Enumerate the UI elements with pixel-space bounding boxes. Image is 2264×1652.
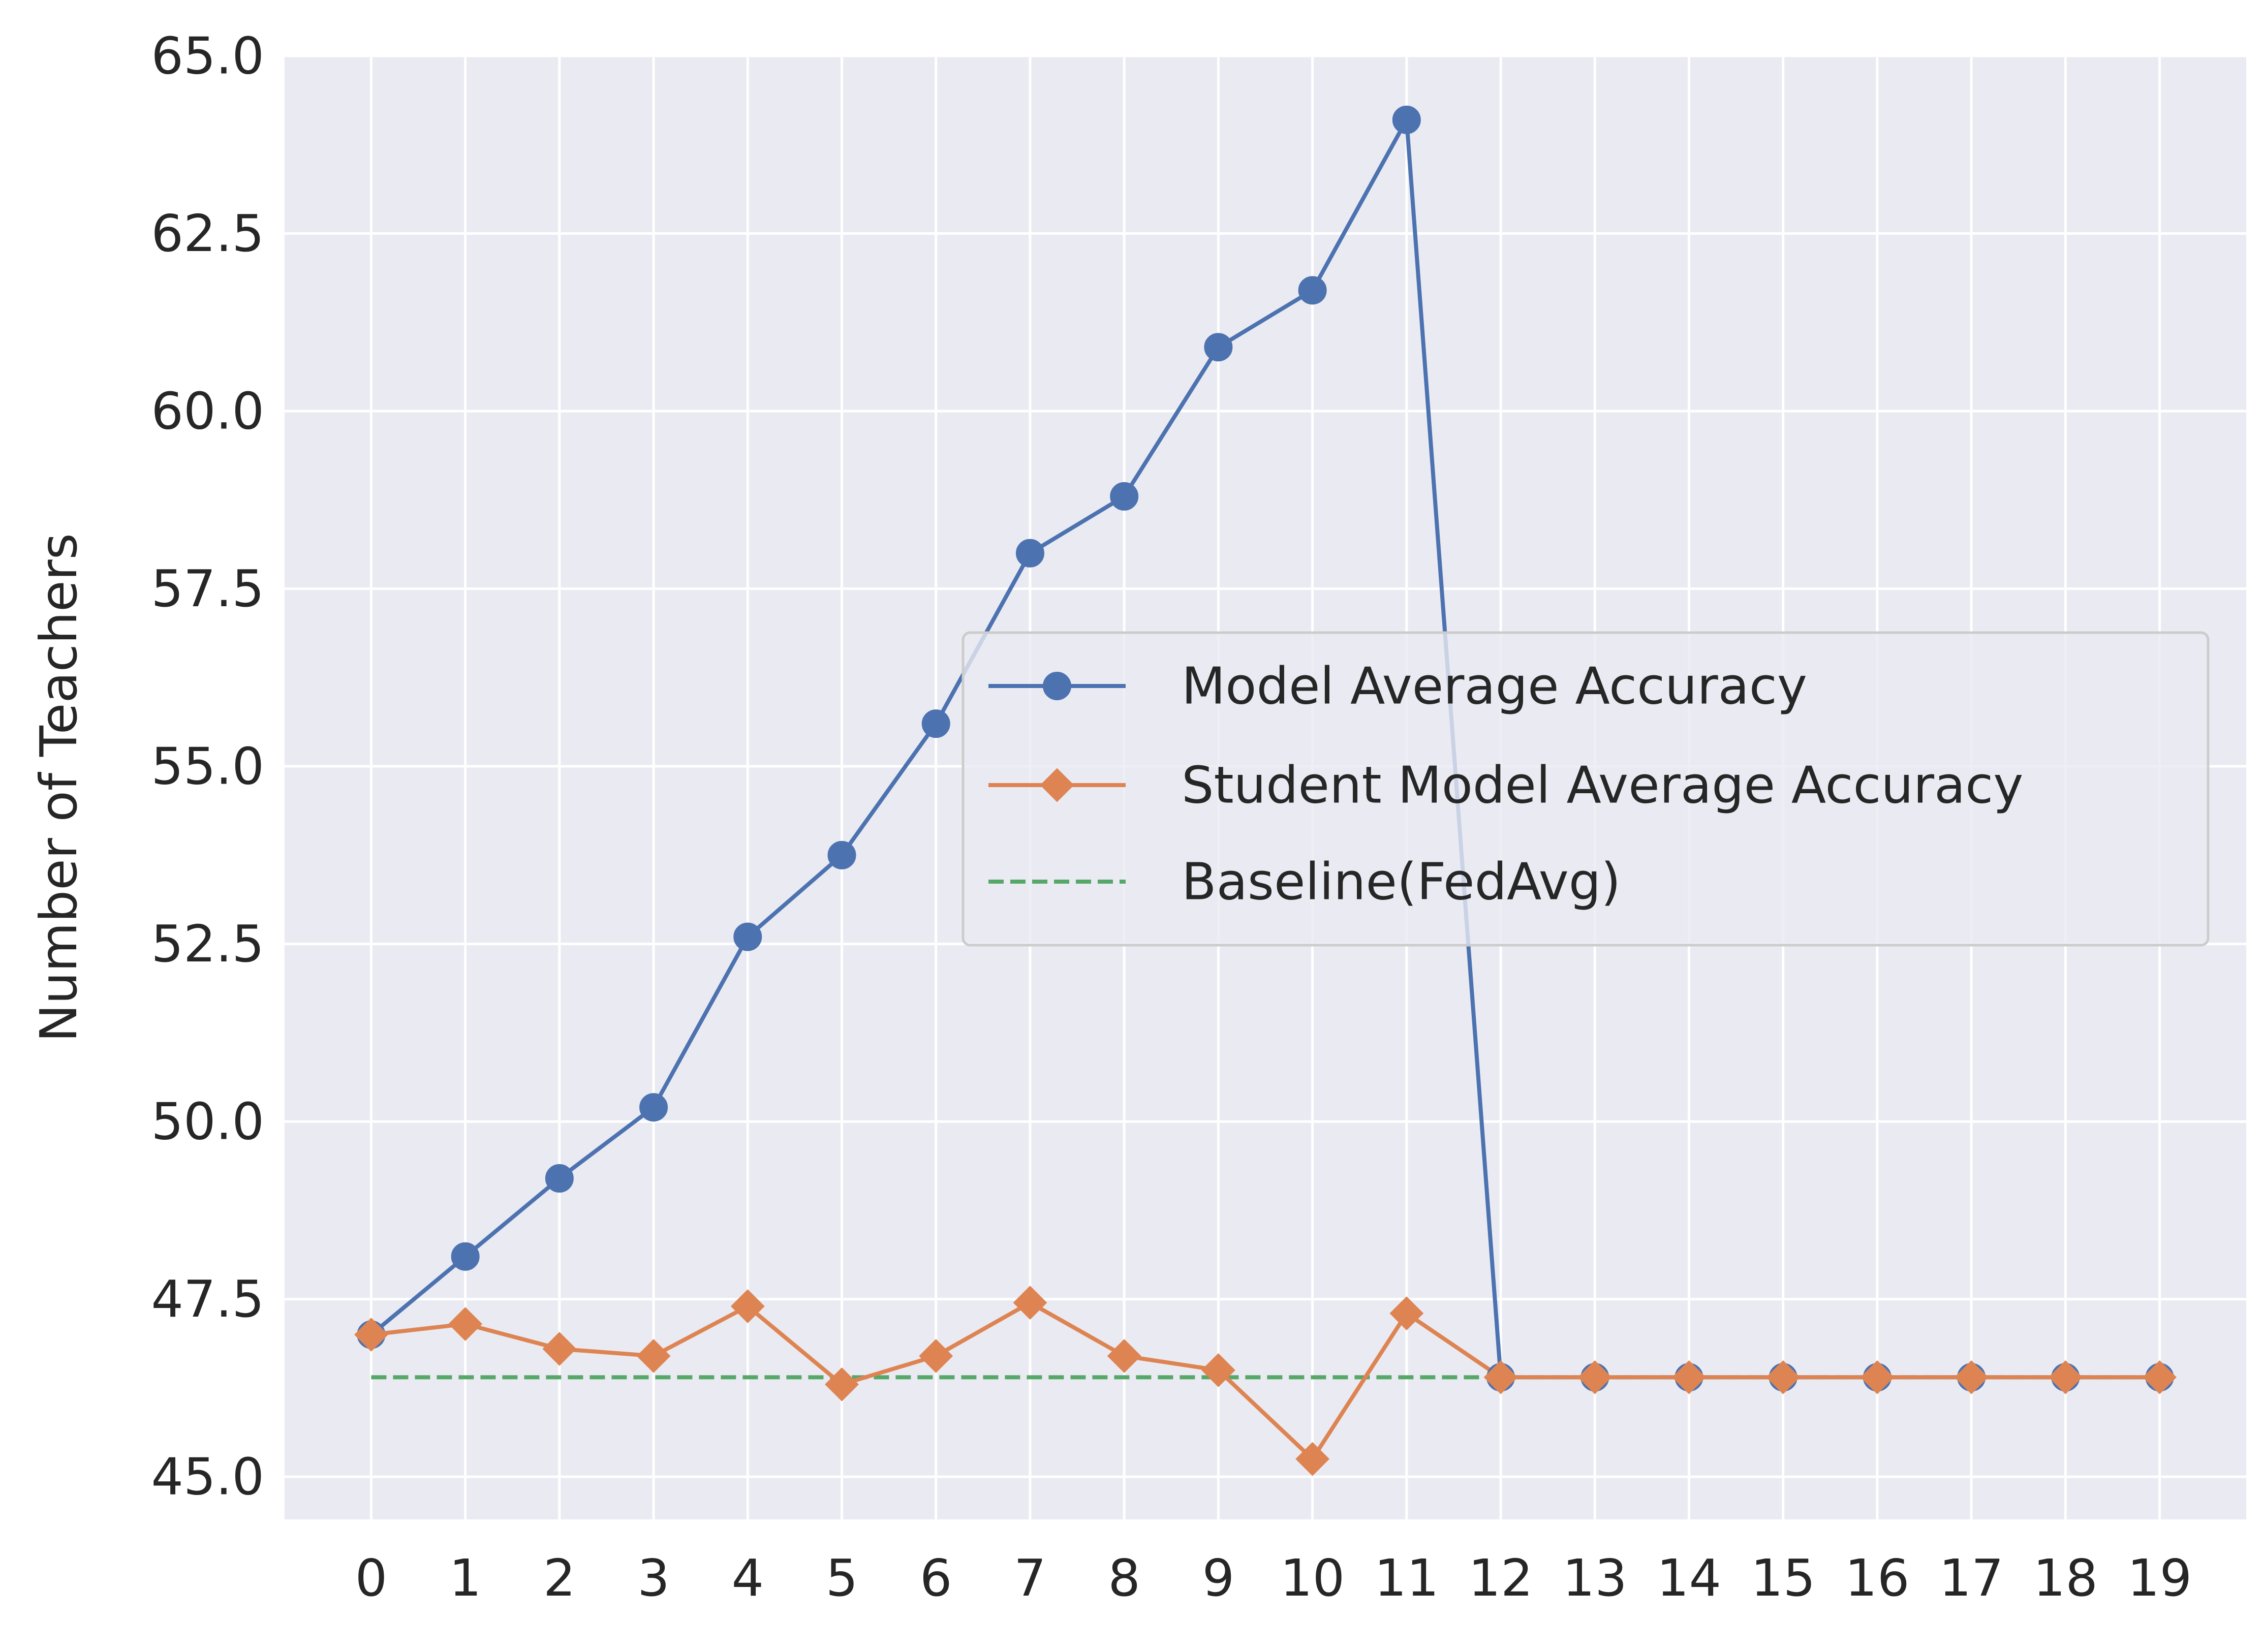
x-tick-label: 15 — [1751, 1548, 1815, 1608]
x-tick-label: 5 — [826, 1548, 858, 1608]
data-point — [1204, 333, 1233, 362]
data-point — [1766, 1360, 1801, 1394]
x-tick-label: 12 — [1468, 1548, 1533, 1608]
legend-entries: Model Average Accuracy Student Model Aver… — [988, 657, 2023, 912]
x-axis-ticks: 0 1 2 3 4 5 6 7 8 9 10 11 12 13 14 15 16 17 18 19 — [355, 1548, 2192, 1608]
x-tick-label: 6 — [920, 1548, 952, 1608]
data-point — [1015, 539, 1044, 568]
legend-marker — [1043, 672, 1071, 700]
legend-item-model-average-accuracy: Model Average Accuracy — [988, 657, 1807, 716]
data-point — [825, 1367, 859, 1401]
x-tick-label: 4 — [731, 1548, 764, 1608]
data-point — [921, 709, 950, 738]
x-tick-label: 3 — [637, 1548, 670, 1608]
y-axis-ticks: 45.0 47.5 50.0 52.5 55.0 57.5 60.0 62.5 65.0 — [151, 26, 264, 1507]
data-point — [636, 1339, 671, 1373]
data-point — [2048, 1360, 2083, 1394]
y-tick-label: 50.0 — [151, 1092, 264, 1151]
x-tick-label: 2 — [543, 1548, 576, 1608]
x-tick-label: 0 — [355, 1548, 388, 1608]
y-tick-label: 52.5 — [151, 914, 264, 974]
data-point — [827, 840, 856, 869]
y-axis-label: Number of Teachers — [29, 533, 88, 1042]
y-tick-label: 60.0 — [151, 382, 264, 441]
x-tick-label: 16 — [1845, 1548, 1909, 1608]
legend-label: Model Average Accuracy — [1182, 657, 1807, 716]
y-tick-label: 65.0 — [151, 26, 264, 86]
data-point — [1201, 1353, 1235, 1387]
data-point — [2143, 1360, 2177, 1394]
x-tick-label: 18 — [2033, 1548, 2098, 1608]
y-tick-label: 62.5 — [151, 204, 264, 263]
data-point — [1295, 1442, 1330, 1476]
x-tick-label: 10 — [1280, 1548, 1345, 1608]
legend-box — [962, 631, 2210, 947]
x-tick-label: 7 — [1014, 1548, 1046, 1608]
legend-label: Student Model Average Accuracy — [1182, 756, 2023, 815]
data-point — [1392, 105, 1421, 134]
data-point — [1389, 1296, 1424, 1330]
markers-student-model-average-accuracy — [354, 1286, 2177, 1476]
legend: Model Average Accuracy Student Model Aver… — [962, 631, 2210, 947]
x-tick-label: 13 — [1563, 1548, 1627, 1608]
legend-item-baseline-fedavg: Baseline(FedAvg) — [988, 852, 1621, 912]
data-point — [733, 922, 762, 951]
y-tick-label: 55.0 — [151, 737, 264, 796]
y-tick-label: 45.0 — [151, 1447, 264, 1507]
x-tick-label: 8 — [1108, 1548, 1140, 1608]
data-point — [1954, 1360, 1989, 1394]
x-tick-label: 11 — [1374, 1548, 1439, 1608]
data-point — [1110, 482, 1139, 511]
data-point — [730, 1289, 765, 1323]
data-point — [1483, 1360, 1518, 1394]
markers-group — [354, 105, 2177, 1476]
x-tick-label: 19 — [2127, 1548, 2192, 1608]
legend-item-student-model-average-accuracy: Student Model Average Accuracy — [988, 756, 2023, 815]
x-tick-label: 9 — [1202, 1548, 1235, 1608]
x-tick-label: 1 — [449, 1548, 482, 1608]
legend-label: Baseline(FedAvg) — [1182, 852, 1621, 912]
data-point — [1577, 1360, 1612, 1394]
y-tick-label: 57.5 — [151, 559, 264, 618]
data-point — [1298, 276, 1327, 305]
data-point — [354, 1318, 388, 1352]
data-point — [545, 1164, 574, 1193]
data-point — [451, 1242, 480, 1271]
data-point — [542, 1332, 577, 1366]
y-tick-label: 47.5 — [151, 1269, 264, 1329]
data-point — [1860, 1360, 1895, 1394]
data-point — [1672, 1360, 1706, 1394]
data-point — [1107, 1339, 1141, 1373]
x-tick-label: 14 — [1657, 1548, 1721, 1608]
legend-marker — [1040, 768, 1074, 802]
data-point — [1013, 1286, 1047, 1320]
data-point — [639, 1093, 668, 1122]
data-point — [919, 1339, 953, 1373]
x-tick-label: 17 — [1939, 1548, 2004, 1608]
data-point — [448, 1307, 483, 1341]
